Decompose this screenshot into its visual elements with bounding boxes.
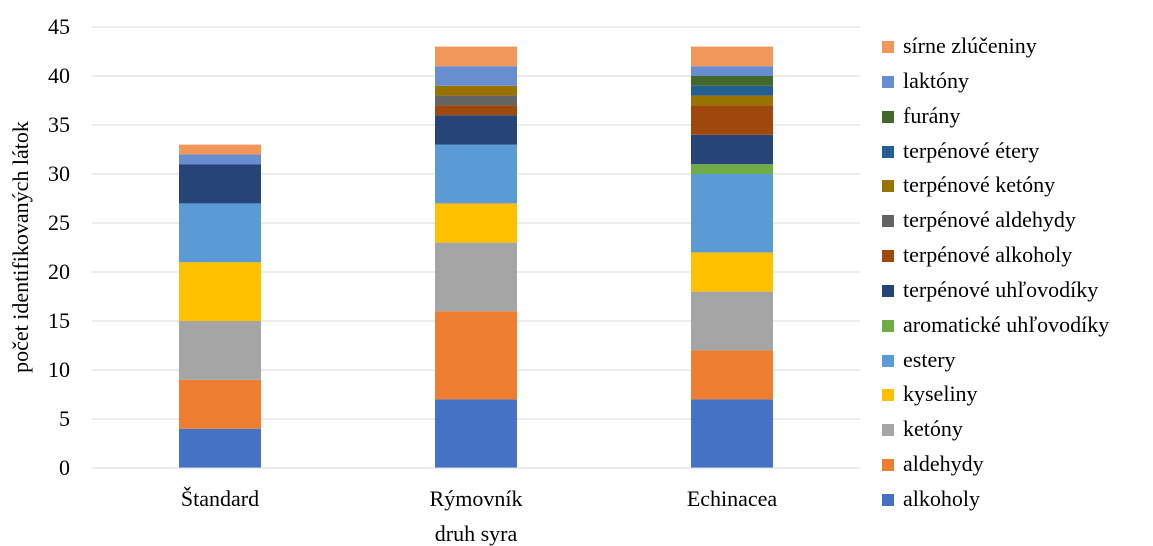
legend-swatch <box>882 424 894 437</box>
bar-segment <box>179 428 261 468</box>
bar-segment <box>691 291 773 351</box>
bar-segment <box>179 262 261 321</box>
y-tick-label: 45 <box>48 14 70 39</box>
y-tick-label: 20 <box>48 259 70 284</box>
bar-segment <box>435 203 517 243</box>
y-axis-title: počet identifikovaných látok <box>8 121 33 373</box>
legend-swatch <box>882 215 894 228</box>
bar-segment <box>691 66 773 76</box>
y-tick-label: 35 <box>48 112 70 137</box>
legend-swatch <box>882 180 894 193</box>
bars <box>179 46 773 468</box>
bar-segment <box>691 164 773 174</box>
legend-label: alkoholy <box>903 485 980 511</box>
legend-label: terpénové alkoholy <box>903 242 1073 268</box>
y-tick-label: 0 <box>59 455 70 480</box>
bar-segment <box>435 46 517 67</box>
y-tick-label: 40 <box>48 63 70 88</box>
legend-swatch <box>882 284 894 297</box>
bar-segment <box>691 95 773 106</box>
legend-label: ketóny <box>903 416 963 442</box>
legend-label: aldehydy <box>903 451 984 477</box>
legend-swatch <box>882 354 894 367</box>
x-axis-title: druh syra <box>435 521 518 546</box>
bar-segment <box>435 144 517 204</box>
legend-swatch <box>882 319 894 332</box>
legend-label: sírne zlúčeniny <box>903 33 1037 58</box>
bar-segment <box>435 95 517 106</box>
bar-segment <box>179 203 261 263</box>
y-tick-label: 30 <box>48 161 70 186</box>
bar-segment <box>435 311 517 400</box>
legend-swatch <box>882 250 894 263</box>
axes: 0 5 10 15 20 25 30 35 40 45 Štandard Rýmovník Echina… <box>48 14 860 511</box>
legend-label: kyseliny <box>903 381 978 407</box>
bar-segment <box>691 350 773 400</box>
bar-segment <box>691 46 773 67</box>
y-tick-label: 15 <box>48 308 70 333</box>
bar-segment <box>435 115 517 145</box>
legend-label: furány <box>903 102 961 128</box>
bar-segment <box>179 321 261 380</box>
x-tick-label: Štandard <box>181 486 259 511</box>
legend-swatch <box>882 145 894 158</box>
x-tick-label: Rýmovník <box>430 486 523 511</box>
bar-segment <box>691 252 773 292</box>
bar-segment <box>435 399 517 468</box>
bar-segment <box>179 164 261 204</box>
legend-label: laktóny <box>903 67 969 93</box>
legend-label: terpénové ketóny <box>903 172 1056 198</box>
legend-swatch <box>882 41 894 53</box>
x-tick-label: Echinacea <box>687 486 778 511</box>
legend-swatch <box>882 389 894 402</box>
legend-swatch <box>882 493 894 506</box>
bar-segment <box>691 85 773 96</box>
legend-label: terpénové uhľovodíky <box>903 276 1099 302</box>
y-tick-label: 5 <box>59 406 70 431</box>
bar-segment <box>691 134 773 165</box>
legend-label: estery <box>903 346 956 372</box>
bar-segment <box>435 85 517 96</box>
bar-segment <box>435 105 517 116</box>
bar-segment <box>179 379 261 429</box>
legend-swatch <box>882 75 894 88</box>
bar-segment <box>691 174 773 253</box>
legend-swatch <box>882 459 894 472</box>
bar-segment <box>435 242 517 312</box>
bar-segment <box>435 66 517 86</box>
legend-label: terpénové aldehydy <box>903 207 1076 233</box>
bar-segment <box>179 154 261 165</box>
y-tick-label: 10 <box>48 357 70 382</box>
legend-swatch <box>882 110 894 123</box>
bar-segment <box>691 105 773 135</box>
bar-segment <box>179 144 261 155</box>
bar-segment <box>691 399 773 468</box>
legend-label: aromatické uhľovodíky <box>903 311 1110 337</box>
y-tick-label: 25 <box>48 210 70 235</box>
bar-segment <box>691 76 773 86</box>
legend-label: terpénové étery <box>903 137 1040 163</box>
